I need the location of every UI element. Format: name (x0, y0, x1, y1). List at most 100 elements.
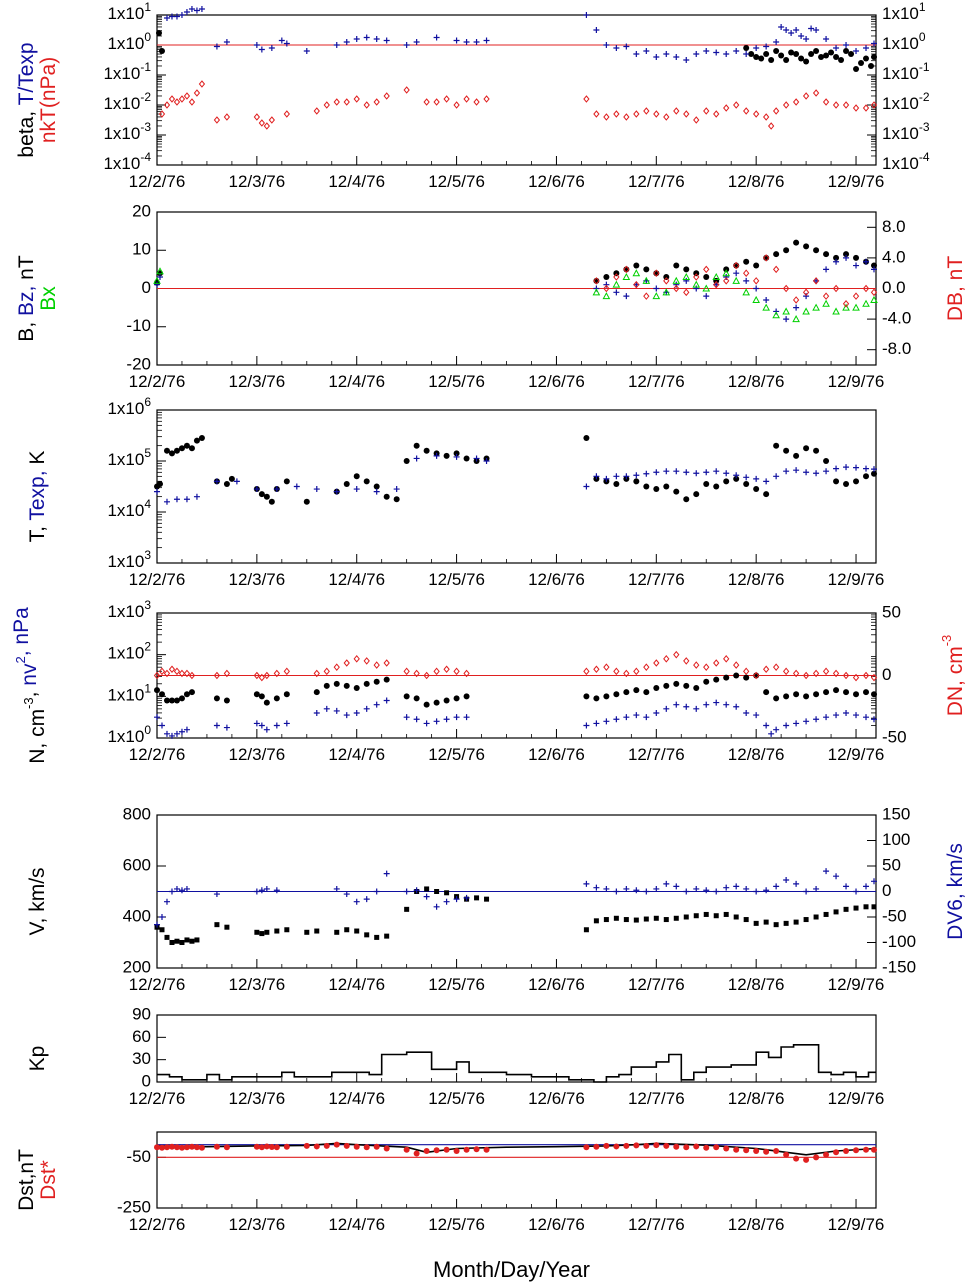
bx-point (662, 288, 671, 296)
y-tick-label: 60 (132, 1027, 151, 1046)
bx-point (612, 280, 621, 288)
x-tick-label: 12/5/76 (428, 975, 485, 994)
texp-point (663, 468, 670, 475)
nv2-point (763, 722, 770, 729)
t-over-texp-point (683, 57, 690, 63)
v-point (179, 940, 185, 945)
db-point (772, 265, 780, 274)
t-over-texp-point (283, 40, 290, 47)
t-over-texp-point (213, 43, 220, 50)
dn-point (753, 671, 760, 680)
dn-point (453, 667, 460, 676)
y-tick-label: 1x10-4 (103, 150, 151, 173)
t-over-texp-point (633, 51, 640, 57)
nv2-point (693, 705, 700, 712)
n-point (383, 676, 390, 683)
dv6-point (633, 887, 640, 894)
nv2-point (803, 718, 810, 725)
nv2-point (793, 720, 800, 727)
y-tick-label: 1x106 (107, 395, 151, 418)
beta-point (818, 54, 825, 60)
n-point (158, 691, 165, 698)
beta-point (763, 51, 770, 57)
n-point (253, 691, 260, 698)
v-point (713, 913, 719, 919)
db-point (593, 277, 600, 285)
dst-star-point (633, 1142, 640, 1149)
dst-star-point (643, 1142, 650, 1149)
n-point (343, 682, 350, 689)
dst-star-point (863, 1146, 870, 1153)
dn-point (353, 655, 360, 663)
dn-point (583, 667, 590, 676)
n-point (593, 695, 600, 702)
plot-frame (156, 409, 877, 564)
db-point (713, 280, 720, 289)
bz-point (154, 281, 160, 288)
dn-point (323, 667, 330, 676)
dst-star-point (723, 1145, 730, 1152)
dv6-point (178, 887, 185, 894)
v-point (823, 911, 829, 917)
y2-tick-label: -4.0 (882, 309, 911, 328)
texp-point (333, 488, 340, 495)
bx-point (782, 307, 790, 315)
t-point (373, 483, 380, 490)
texp-point (433, 452, 440, 459)
dv6-point (173, 885, 180, 892)
nv2-point (871, 716, 878, 723)
v-point (184, 937, 190, 943)
x-tick-label: 12/5/76 (428, 570, 485, 589)
nv2-point (283, 720, 290, 727)
y-tick-label: -50 (126, 1147, 151, 1166)
bz-point (763, 296, 770, 303)
n-point (283, 691, 290, 698)
v-point (733, 914, 739, 920)
v-point (224, 924, 230, 930)
bx-point (592, 288, 601, 296)
dv6-point (853, 888, 860, 895)
nkt-point (323, 101, 330, 109)
dv6-point (763, 887, 770, 894)
nv2-point (663, 705, 670, 712)
t-over-texp-point (753, 45, 760, 51)
dn-point (223, 669, 231, 678)
dv6-point (423, 893, 430, 900)
texp-point (833, 465, 840, 472)
t-over-texp-point (613, 45, 620, 51)
nkt-point (443, 95, 450, 103)
n-point (423, 701, 430, 708)
v-point (484, 896, 490, 902)
nv2-point (373, 701, 380, 708)
t-point (413, 442, 420, 449)
texp-point (823, 468, 830, 475)
y-axis-label: Dst,nT Dst* (15, 1149, 60, 1211)
bz-point (803, 293, 810, 300)
v-point (743, 917, 749, 923)
nkt-point (473, 98, 480, 106)
nv2-point (178, 728, 185, 735)
dv6-point (433, 903, 440, 910)
texp-point (193, 493, 200, 500)
dn-point (168, 665, 176, 674)
n-point (743, 674, 750, 681)
x-tick-label: 12/8/76 (728, 1089, 785, 1108)
x-tick-label: 12/2/76 (129, 975, 186, 994)
nkt-point (832, 101, 840, 109)
bx-point (682, 272, 691, 281)
y-tick-label: 1x100 (107, 723, 151, 746)
dst-star-point (613, 1143, 620, 1150)
dv6-point (333, 885, 340, 892)
dst-star-point (443, 1146, 450, 1153)
n-point (413, 695, 420, 702)
y2-tick-label: -8.0 (882, 339, 911, 358)
x-tick-label: 12/7/76 (628, 975, 685, 994)
t-point (673, 488, 680, 495)
db-point (862, 284, 870, 293)
beta-point (828, 49, 835, 56)
bx-point (762, 303, 770, 311)
db-point (693, 273, 700, 281)
beta-point (868, 63, 875, 69)
x-tick-label: 12/8/76 (728, 372, 785, 391)
dv6-point (168, 888, 175, 895)
